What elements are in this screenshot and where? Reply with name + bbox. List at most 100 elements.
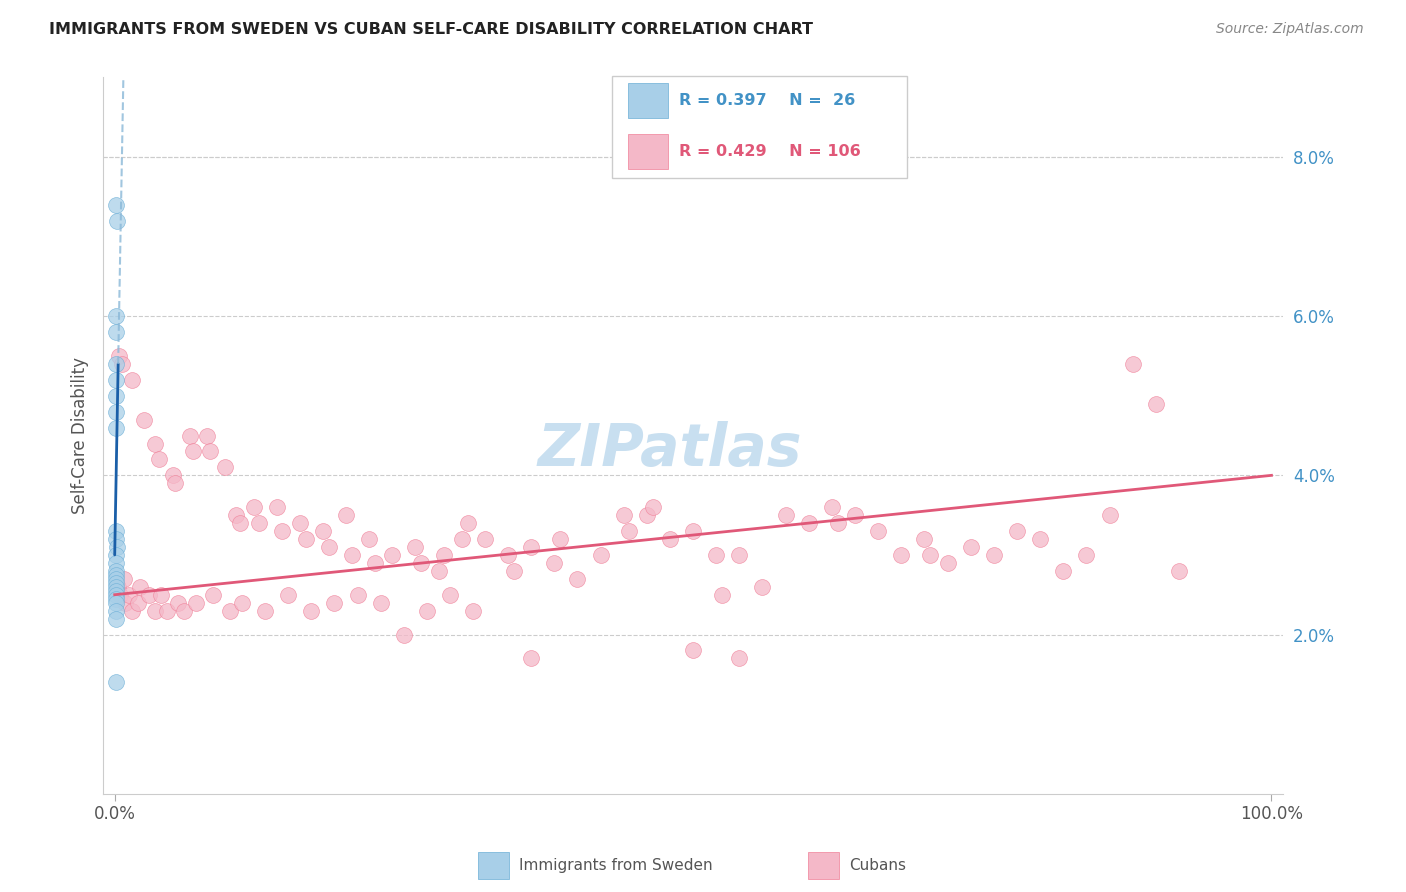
- Point: [381, 548, 404, 562]
- Point: [463, 604, 485, 618]
- Point: [108, 349, 131, 363]
- Point: [104, 357, 127, 371]
- Point: [195, 428, 218, 442]
- Point: [231, 596, 253, 610]
- Point: [105, 213, 128, 227]
- Point: [294, 532, 316, 546]
- Point: [121, 373, 143, 387]
- Point: [496, 548, 519, 562]
- Point: [936, 556, 959, 570]
- Point: [751, 580, 773, 594]
- Point: [502, 564, 524, 578]
- Point: [247, 516, 270, 530]
- Point: [163, 476, 186, 491]
- Point: [162, 468, 184, 483]
- Y-axis label: Self-Care Disability: Self-Care Disability: [72, 357, 89, 514]
- Point: [711, 588, 734, 602]
- Point: [433, 548, 456, 562]
- Point: [214, 460, 236, 475]
- Point: [104, 548, 127, 562]
- Point: [728, 651, 751, 665]
- Point: [335, 508, 357, 523]
- Point: [427, 564, 450, 578]
- Point: [340, 548, 363, 562]
- Point: [105, 198, 128, 212]
- Point: [143, 604, 166, 618]
- Point: [104, 572, 127, 586]
- Point: [202, 588, 225, 602]
- Point: [143, 436, 166, 450]
- Point: [450, 532, 472, 546]
- Point: [323, 596, 346, 610]
- Point: [105, 325, 128, 339]
- Point: [105, 611, 128, 625]
- Point: [1098, 508, 1121, 523]
- Point: [457, 516, 479, 530]
- Point: [890, 548, 912, 562]
- Point: [704, 548, 727, 562]
- Point: [184, 596, 207, 610]
- Point: [520, 540, 543, 554]
- Point: [173, 604, 195, 618]
- Point: [844, 508, 866, 523]
- Point: [1029, 532, 1052, 546]
- Point: [411, 556, 433, 570]
- Text: Source: ZipAtlas.com: Source: ZipAtlas.com: [1216, 22, 1364, 37]
- Point: [658, 532, 681, 546]
- Point: [112, 572, 135, 586]
- Point: [728, 548, 751, 562]
- Text: R = 0.397    N =  26: R = 0.397 N = 26: [679, 93, 855, 108]
- Point: [219, 604, 242, 618]
- Point: [1167, 564, 1189, 578]
- Text: ZIPatlas: ZIPatlas: [537, 421, 801, 478]
- Point: [277, 588, 299, 602]
- Point: [110, 588, 132, 602]
- Point: [1005, 524, 1028, 538]
- Point: [959, 540, 981, 554]
- Point: [104, 580, 127, 594]
- Point: [105, 604, 128, 618]
- Point: [1122, 357, 1144, 371]
- Point: [359, 532, 381, 546]
- Point: [105, 540, 128, 554]
- Point: [167, 596, 190, 610]
- Point: [364, 556, 387, 570]
- Point: [682, 643, 704, 657]
- Point: [346, 588, 368, 602]
- Point: [104, 583, 127, 598]
- Point: [912, 532, 935, 546]
- Text: R = 0.429    N = 106: R = 0.429 N = 106: [679, 145, 860, 159]
- Text: Cubans: Cubans: [849, 858, 907, 872]
- Point: [641, 500, 664, 515]
- Point: [225, 508, 247, 523]
- Point: [613, 508, 636, 523]
- Point: [105, 588, 128, 602]
- Point: [404, 540, 426, 554]
- Point: [242, 500, 264, 515]
- Point: [114, 596, 136, 610]
- Point: [312, 524, 335, 538]
- Point: [370, 596, 392, 610]
- Point: [138, 588, 160, 602]
- Point: [183, 444, 205, 458]
- Point: [619, 524, 641, 538]
- Point: [416, 604, 439, 618]
- Point: [868, 524, 890, 538]
- Point: [105, 575, 128, 590]
- Point: [107, 580, 129, 594]
- Point: [228, 516, 250, 530]
- Point: [983, 548, 1005, 562]
- Point: [156, 604, 179, 618]
- Point: [127, 596, 149, 610]
- Point: [636, 508, 658, 523]
- Point: [104, 596, 127, 610]
- Point: [132, 412, 155, 426]
- Point: [1076, 548, 1098, 562]
- Point: [105, 556, 128, 570]
- Point: [104, 309, 127, 323]
- Point: [318, 540, 340, 554]
- Point: [149, 588, 172, 602]
- Point: [121, 604, 143, 618]
- Point: [104, 564, 127, 578]
- Point: [111, 357, 134, 371]
